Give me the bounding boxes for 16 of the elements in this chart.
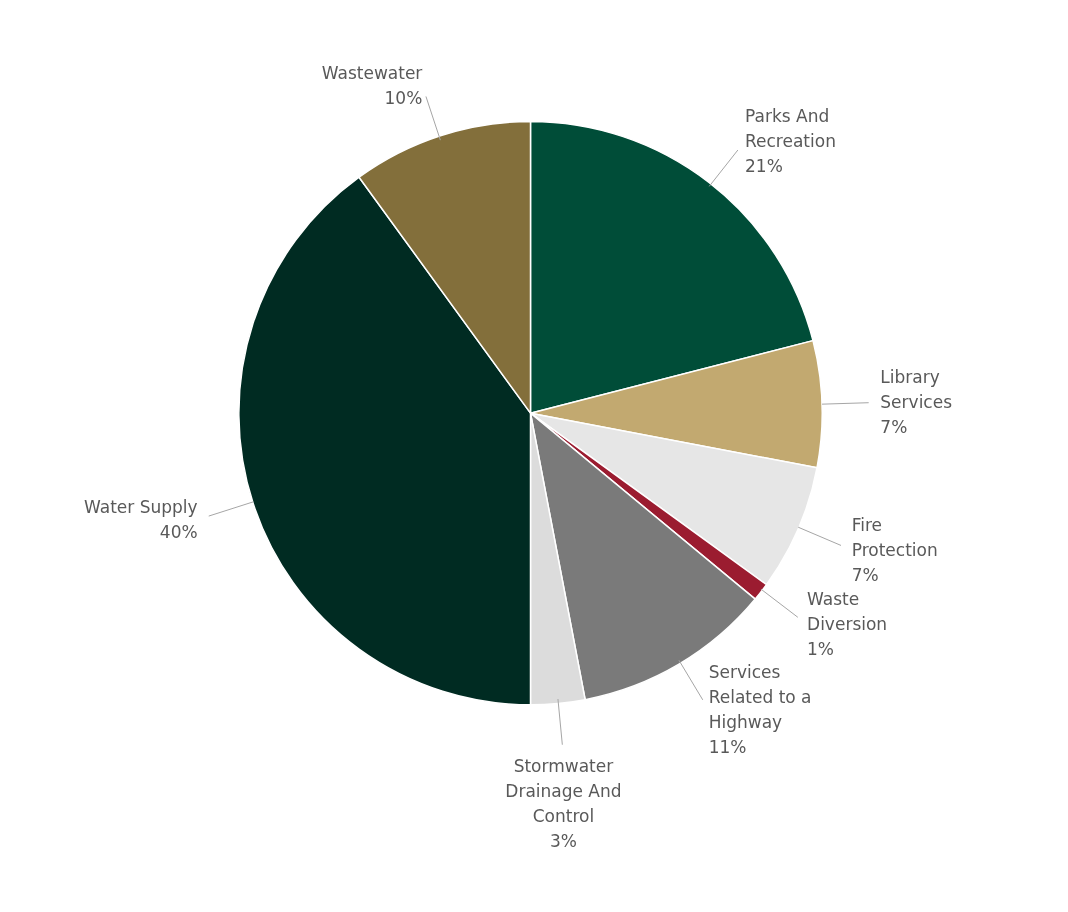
data-label: 3% bbox=[549, 831, 577, 852]
data-label: 7% bbox=[880, 417, 908, 438]
slice-label: Fire Protection bbox=[851, 515, 938, 560]
data-label: 10% bbox=[384, 88, 423, 109]
slice-label: Water Supply bbox=[84, 497, 198, 518]
data-label: 7% bbox=[851, 565, 879, 585]
slice-label: Services Related to a Highway bbox=[708, 662, 812, 733]
data-label: 40% bbox=[159, 522, 198, 543]
slice-label: Wastewater bbox=[321, 63, 423, 84]
data-label: 21% bbox=[745, 155, 783, 176]
data-label: 1% bbox=[807, 639, 835, 660]
slice-label: Library Services bbox=[880, 367, 953, 413]
data-label: 11% bbox=[708, 737, 747, 758]
slice-label: Parks And Recreation bbox=[745, 105, 836, 151]
slice-label: Waste Diversion bbox=[807, 589, 888, 635]
slice-label: Stormwater Drainage And Control bbox=[505, 756, 622, 827]
